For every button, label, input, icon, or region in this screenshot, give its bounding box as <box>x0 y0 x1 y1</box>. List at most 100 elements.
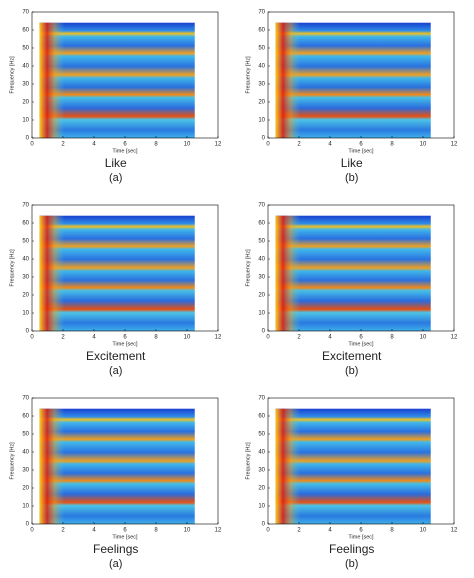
x-tick-label: 10 <box>184 528 191 534</box>
x-tick-label: 6 <box>123 142 127 148</box>
x-tick-label: 0 <box>30 528 34 534</box>
y-tick-label: 30 <box>258 275 265 281</box>
x-tick-label: 0 <box>266 528 270 534</box>
spectrogram-onset <box>275 408 431 524</box>
x-axis-label: Time [sec] <box>112 341 138 347</box>
x-tick-label: 10 <box>184 335 191 341</box>
sub-label: (a) <box>109 558 122 570</box>
y-axis-label: Frequency [Hz] <box>9 442 15 480</box>
sub-label: (b) <box>345 172 358 184</box>
spectrogram-onset <box>39 22 195 138</box>
y-axis-label: Frequency [Hz] <box>245 56 251 94</box>
sub-label: (a) <box>109 172 122 184</box>
spectrogram-onset <box>275 215 431 331</box>
x-tick-label: 8 <box>390 528 394 534</box>
y-tick-label: 50 <box>258 432 265 438</box>
caption: Like <box>105 156 127 170</box>
y-tick-label: 30 <box>22 275 29 281</box>
y-tick-label: 50 <box>258 239 265 245</box>
y-tick-label: 30 <box>22 468 29 474</box>
x-tick-label: 12 <box>451 142 458 148</box>
y-axis-label: Frequency [Hz] <box>9 249 15 287</box>
x-tick-label: 4 <box>328 335 332 341</box>
x-tick-label: 8 <box>390 335 394 341</box>
x-tick-label: 10 <box>420 528 427 534</box>
y-tick-label: 0 <box>26 329 30 335</box>
y-tick-label: 70 <box>22 10 29 16</box>
y-tick-label: 40 <box>22 64 29 70</box>
y-tick-label: 60 <box>22 28 29 34</box>
y-tick-label: 40 <box>22 450 29 456</box>
y-axis-label: Frequency [Hz] <box>245 249 251 287</box>
x-tick-label: 6 <box>123 335 127 341</box>
y-tick-label: 20 <box>22 100 29 106</box>
x-tick-label: 12 <box>215 335 222 341</box>
x-tick-label: 12 <box>451 528 458 534</box>
x-tick-label: 12 <box>215 142 222 148</box>
x-axis-label: Time [sec] <box>112 148 138 154</box>
x-tick-label: 6 <box>123 528 127 534</box>
x-tick-label: 12 <box>215 528 222 534</box>
y-axis-label: Frequency [Hz] <box>9 56 15 94</box>
x-tick-label: 8 <box>390 142 394 148</box>
y-tick-label: 10 <box>258 311 265 317</box>
x-tick-label: 12 <box>451 335 458 341</box>
y-tick-label: 60 <box>22 221 29 227</box>
caption: Like <box>341 156 363 170</box>
y-tick-label: 60 <box>258 221 265 227</box>
x-axis-label: Time [sec] <box>348 534 374 540</box>
y-tick-label: 20 <box>258 100 265 106</box>
x-tick-label: 0 <box>266 142 270 148</box>
y-tick-label: 10 <box>22 311 29 317</box>
y-tick-label: 60 <box>22 414 29 420</box>
x-tick-label: 8 <box>154 335 158 341</box>
spectrogram-onset <box>39 408 195 524</box>
sub-label: (a) <box>109 365 122 377</box>
y-tick-label: 40 <box>22 257 29 263</box>
y-tick-label: 40 <box>258 257 265 263</box>
y-tick-label: 40 <box>258 64 265 70</box>
y-tick-label: 70 <box>258 396 265 402</box>
y-tick-label: 10 <box>22 504 29 510</box>
y-tick-label: 10 <box>258 118 265 124</box>
y-tick-label: 0 <box>262 136 266 142</box>
y-tick-label: 70 <box>258 203 265 209</box>
y-tick-label: 20 <box>258 293 265 299</box>
y-tick-label: 20 <box>22 293 29 299</box>
y-tick-label: 70 <box>22 203 29 209</box>
x-tick-label: 6 <box>359 142 363 148</box>
caption: Feelings <box>93 542 138 556</box>
y-tick-label: 10 <box>22 118 29 124</box>
x-tick-label: 8 <box>154 528 158 534</box>
y-tick-label: 30 <box>258 82 265 88</box>
y-tick-label: 0 <box>262 329 266 335</box>
x-tick-label: 4 <box>92 142 96 148</box>
y-tick-label: 60 <box>258 28 265 34</box>
x-tick-label: 2 <box>61 142 65 148</box>
x-tick-label: 2 <box>297 142 301 148</box>
y-tick-label: 0 <box>26 522 30 528</box>
x-tick-label: 10 <box>420 142 427 148</box>
x-tick-label: 4 <box>328 528 332 534</box>
x-axis-label: Time [sec] <box>112 534 138 540</box>
y-tick-label: 70 <box>22 396 29 402</box>
caption: Excitement <box>322 349 382 363</box>
x-tick-label: 4 <box>328 142 332 148</box>
y-tick-label: 20 <box>22 486 29 492</box>
y-tick-label: 10 <box>258 504 265 510</box>
spectrogram-onset <box>275 22 431 138</box>
x-tick-label: 6 <box>359 335 363 341</box>
x-tick-label: 6 <box>359 528 363 534</box>
y-tick-label: 60 <box>258 414 265 420</box>
x-tick-label: 10 <box>420 335 427 341</box>
x-tick-label: 10 <box>184 142 191 148</box>
x-axis-label: Time [sec] <box>348 148 374 154</box>
x-tick-label: 8 <box>154 142 158 148</box>
caption: Feelings <box>329 542 374 556</box>
x-tick-label: 2 <box>297 528 301 534</box>
y-tick-label: 20 <box>258 486 265 492</box>
y-tick-label: 40 <box>258 450 265 456</box>
x-tick-label: 0 <box>30 142 34 148</box>
y-axis-label: Frequency [Hz] <box>245 442 251 480</box>
